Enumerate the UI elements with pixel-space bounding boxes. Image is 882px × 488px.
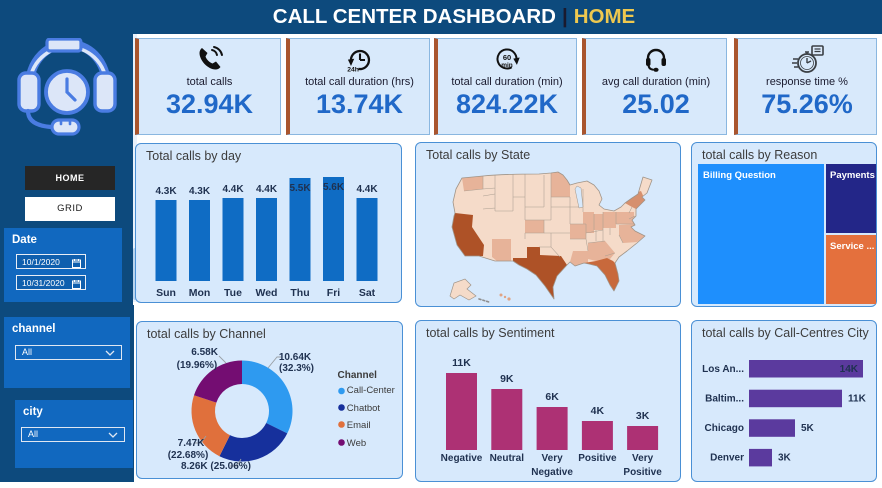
svg-text:Web: Web [347,438,366,449]
svg-text:6.58K: 6.58K [191,347,218,358]
svg-text:10.64K: 10.64K [279,352,312,363]
svg-text:Baltim...: Baltim... [705,394,744,405]
svg-text:(22.68%): (22.68%) [168,450,209,461]
svg-text:9K: 9K [500,373,514,385]
svg-text:6K: 6K [545,391,559,403]
svg-text:Positive: Positive [578,453,617,464]
svg-text:14K: 14K [840,364,859,375]
svg-text:60: 60 [503,53,511,62]
svg-text:5K: 5K [801,423,815,434]
svg-text:Thu: Thu [290,287,309,299]
svg-text:11K: 11K [848,394,867,405]
svg-text:3K: 3K [636,410,650,422]
svg-text:Denver: Denver [710,453,744,464]
svg-text:Very: Very [632,453,654,464]
svg-text:4.3K: 4.3K [189,186,211,197]
svg-text:Neutral: Neutral [490,453,525,464]
svg-text:24h: 24h [347,67,359,74]
svg-text:Los An...: Los An... [702,364,744,375]
svg-text:Negative: Negative [531,467,573,478]
svg-text:Channel: Channel [338,370,378,381]
svg-text:Negative: Negative [441,453,483,464]
svg-text:min: min [501,62,513,69]
svg-text:Fri: Fri [327,287,341,299]
svg-text:(32.3%): (32.3%) [279,363,314,374]
svg-text:8.26K (25.06%): 8.26K (25.06%) [181,461,251,472]
svg-text:Chatbot: Chatbot [347,403,381,414]
svg-text:Email: Email [347,420,371,431]
svg-text:Mon: Mon [189,287,211,299]
svg-text:(19.96%): (19.96%) [177,360,218,371]
svg-text:7.47K: 7.47K [178,438,205,449]
svg-text:Wed: Wed [256,287,278,299]
svg-text:4.4K: 4.4K [222,184,244,195]
svg-text:Call-Center: Call-Center [347,385,395,396]
svg-text:Tue: Tue [224,287,242,299]
svg-text:5.6K: 5.6K [323,182,345,193]
svg-text:3K: 3K [778,453,792,464]
svg-text:Sun: Sun [156,287,176,299]
svg-text:Sat: Sat [359,287,376,299]
svg-text:4K: 4K [591,405,605,417]
svg-text:Chicago: Chicago [705,423,744,434]
svg-text:5.5K: 5.5K [289,183,311,194]
svg-text:4.4K: 4.4K [356,184,378,195]
svg-text:11K: 11K [452,357,471,369]
svg-text:4.4K: 4.4K [256,184,278,195]
svg-text:4.3K: 4.3K [155,186,177,197]
svg-text:Positive: Positive [623,467,662,478]
svg-text:Very: Very [542,453,564,464]
